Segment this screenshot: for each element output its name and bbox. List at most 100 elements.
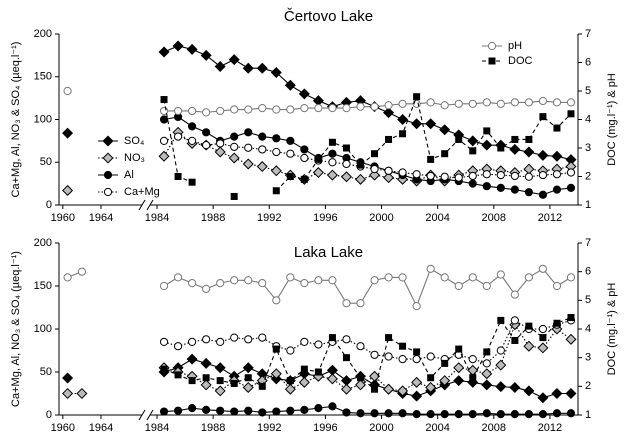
marker <box>77 267 86 276</box>
marker <box>398 168 407 177</box>
series-line <box>163 405 571 415</box>
marker <box>525 322 533 330</box>
marker <box>496 346 505 355</box>
marker <box>63 86 72 96</box>
marker <box>552 409 562 418</box>
marker <box>426 171 435 181</box>
marker <box>497 144 505 152</box>
y-tick-label: 100 <box>34 323 52 335</box>
marker <box>510 98 519 107</box>
marker <box>539 334 547 342</box>
marker <box>483 127 491 135</box>
marker <box>300 145 309 154</box>
legend-label: SO₄ <box>124 135 145 147</box>
marker <box>230 132 239 141</box>
marker <box>76 387 88 400</box>
marker <box>356 409 365 418</box>
marker <box>354 173 366 185</box>
marker <box>510 290 519 299</box>
marker <box>187 106 197 116</box>
marker <box>328 158 337 167</box>
series-line <box>163 358 571 399</box>
x-tick-label: 2012 <box>538 422 562 434</box>
y2-tick-label: 4 <box>585 323 591 335</box>
y-tick-label: 100 <box>34 113 52 125</box>
marker <box>455 345 463 353</box>
marker <box>440 273 449 282</box>
marker <box>552 185 562 194</box>
marker <box>566 98 576 107</box>
marker <box>425 118 437 130</box>
marker <box>230 407 239 416</box>
marker <box>538 96 548 106</box>
marker <box>553 124 561 132</box>
marker <box>370 409 379 418</box>
marker <box>216 139 225 148</box>
marker <box>200 49 212 61</box>
marker <box>412 410 421 419</box>
x-tick-label: 2004 <box>425 212 449 224</box>
marker <box>510 316 519 325</box>
marker <box>242 381 254 393</box>
marker <box>371 385 379 393</box>
marker <box>511 135 519 143</box>
marker <box>272 105 281 114</box>
y-tick-label: 200 <box>34 28 52 40</box>
marker <box>383 107 395 119</box>
marker <box>187 279 197 288</box>
marker <box>468 179 477 188</box>
marker <box>482 281 491 291</box>
legend-marker <box>102 152 114 164</box>
marker <box>242 158 254 170</box>
marker <box>496 170 505 180</box>
marker <box>441 359 449 367</box>
chart-title: Čertovo Lake <box>284 8 373 25</box>
marker <box>284 383 296 395</box>
marker <box>427 155 435 163</box>
marker <box>510 410 519 419</box>
marker <box>186 43 198 55</box>
marker <box>565 333 577 345</box>
marker <box>187 122 197 131</box>
x-tick-label: 1984 <box>145 422 169 434</box>
marker <box>270 368 282 380</box>
marker <box>385 334 393 342</box>
marker <box>230 276 239 285</box>
marker <box>202 128 211 137</box>
legend-label: pH <box>508 40 522 52</box>
marker <box>258 382 266 390</box>
y2-tick-label: 1 <box>585 409 591 421</box>
marker <box>172 40 184 52</box>
marker <box>214 60 226 72</box>
axis-break <box>146 199 154 211</box>
marker <box>398 273 407 282</box>
marker <box>326 169 338 181</box>
marker <box>426 410 435 419</box>
legend-marker <box>487 41 497 51</box>
marker <box>468 410 477 419</box>
marker <box>356 342 365 351</box>
marker <box>314 155 322 163</box>
marker <box>523 385 535 397</box>
series-line <box>163 323 572 392</box>
marker <box>328 334 336 342</box>
marker <box>230 142 239 151</box>
marker <box>468 355 477 364</box>
marker <box>159 136 169 145</box>
marker <box>510 171 519 181</box>
chart-title: Laka Lake <box>294 244 363 261</box>
axis-break <box>146 409 154 421</box>
marker <box>370 102 379 111</box>
marker <box>230 379 238 387</box>
marker <box>202 108 211 117</box>
marker <box>300 175 308 183</box>
y-tick-label: 150 <box>34 280 52 292</box>
marker <box>440 172 449 181</box>
marker <box>328 402 337 411</box>
marker <box>258 408 267 417</box>
marker <box>566 409 576 418</box>
marker <box>370 350 379 359</box>
marker <box>286 273 295 282</box>
marker <box>300 405 309 414</box>
marker <box>244 335 253 344</box>
